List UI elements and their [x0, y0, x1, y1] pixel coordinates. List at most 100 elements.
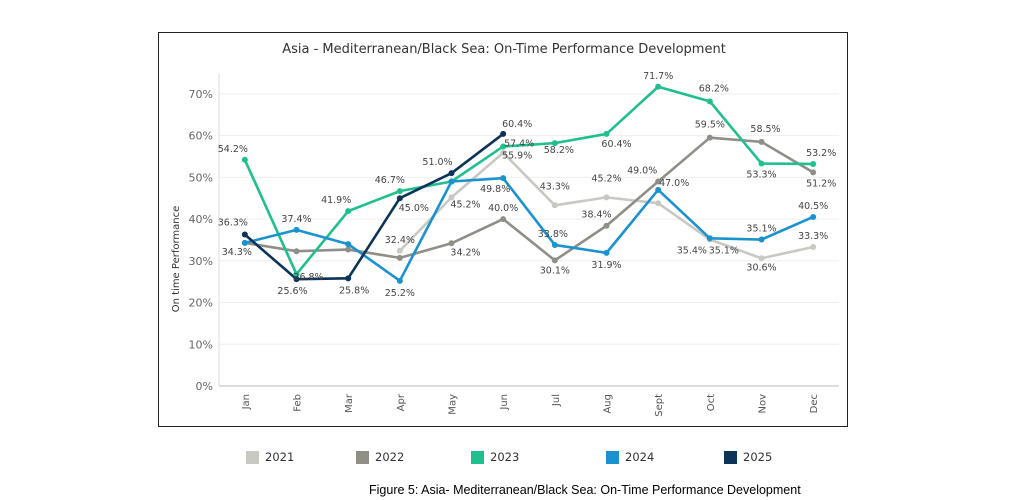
x-tick-label: Jan [241, 394, 252, 410]
data-point-2024 [345, 241, 352, 248]
y-tick-label: 10% [189, 338, 213, 351]
data-point-2025 [241, 231, 248, 238]
data-point-2023 [603, 130, 610, 137]
data-point-2022 [551, 257, 558, 264]
legend-swatch [606, 450, 619, 464]
data-labels: 32.4% 45.2% 55.9% 43.3% 45.2% 35.1% 30.6% 33.3%… [218, 71, 837, 299]
data-label-2023: 68.2% [699, 83, 729, 94]
data-point-2024 [500, 175, 507, 182]
legend-label: 2021 [265, 450, 295, 464]
data-point-2021 [500, 149, 507, 156]
data-label-2022: 51.2% [806, 178, 836, 189]
data-point-2022 [655, 178, 662, 185]
data-point-2022 [603, 222, 610, 229]
legend-item-2023: 2023 [471, 448, 519, 466]
data-label-2022: 34.3% [222, 247, 252, 258]
data-point-2022 [706, 134, 713, 141]
data-point-2021 [448, 194, 455, 201]
data-label-2024: 49.8% [480, 184, 510, 195]
data-label-2024: 25.2% [385, 288, 415, 299]
legend-label: 2024 [625, 450, 655, 464]
legend-item-2022: 2022 [356, 448, 404, 466]
data-label-2021: 45.2% [450, 199, 480, 210]
y-tick-label: 30% [189, 255, 213, 268]
x-tick-label: Jun [499, 394, 510, 411]
legend-swatch [246, 450, 259, 464]
legend-label: 2023 [490, 450, 520, 464]
legend-swatch [724, 450, 737, 464]
y-tick-label: 50% [189, 171, 213, 184]
x-tick-label: Aug [603, 394, 614, 414]
data-point-2025 [500, 130, 507, 137]
data-point-2023 [551, 140, 558, 147]
data-label-2025: 51.0% [422, 157, 452, 168]
data-point-2023 [396, 188, 403, 195]
data-label-2024: 47.0% [659, 178, 689, 189]
series-line-2023 [243, 85, 814, 276]
data-point-2023 [293, 271, 300, 278]
data-label-2023: 54.2% [218, 144, 248, 155]
series-points [241, 83, 817, 284]
data-point-2024 [396, 277, 403, 284]
line-chart: Asia - Mediterranean/Black Sea: On-Time … [171, 42, 839, 417]
data-label-2023: 58.2% [544, 145, 574, 156]
data-label-2025: 60.4% [502, 119, 532, 130]
data-label-2023: 60.4% [601, 139, 631, 150]
data-label-2022: 40.0% [488, 203, 518, 214]
data-point-2022 [448, 240, 455, 247]
legend-swatch [356, 450, 369, 464]
legend-item-2024: 2024 [606, 448, 654, 466]
x-tick-label: Sept [654, 394, 665, 417]
data-point-2021 [758, 255, 765, 262]
series-lines [243, 85, 814, 283]
data-label-2024: 35.4% [677, 245, 707, 256]
data-point-2023 [758, 160, 765, 167]
data-point-2024 [551, 241, 558, 248]
data-label-2021: 32.4% [385, 235, 415, 246]
x-tick-label: Jul [551, 394, 562, 407]
data-label-2024: 37.4% [281, 214, 311, 225]
chart-frame: Asia - Mediterranean/Black Sea: On-Time … [158, 32, 848, 427]
series-line-2022 [244, 136, 814, 262]
data-point-2024 [293, 226, 300, 233]
data-point-2023 [655, 83, 662, 90]
data-point-2022 [758, 138, 765, 145]
data-point-2022 [345, 246, 352, 253]
x-tick-label: May [448, 394, 459, 415]
data-point-2023 [706, 98, 713, 105]
y-axis-label: On time Performance [171, 206, 182, 313]
y-tick-label: 20% [189, 297, 213, 310]
data-label-2023: 26.8% [293, 272, 323, 283]
data-point-2023 [345, 208, 352, 215]
data-label-2023: 41.9% [321, 195, 351, 206]
x-tick-label: Nov [758, 394, 769, 414]
data-label-2023: 46.7% [375, 175, 405, 186]
data-point-2024 [758, 236, 765, 243]
y-tick-labels: 0% 10% 20% 30% 40% 50% 60% 70% [189, 88, 213, 393]
data-point-2023 [810, 160, 817, 167]
data-label-2021: 33.3% [798, 231, 828, 242]
data-point-2021 [655, 200, 662, 207]
data-point-2025 [396, 195, 403, 202]
x-tick-labels: Jan Feb Mar Apr May Jun Jul Aug Sept Oct Nov Dec [241, 393, 820, 417]
x-tick-label: Oct [706, 394, 717, 411]
legend-label: 2025 [743, 450, 773, 464]
data-label-2023: 57.4% [504, 138, 534, 149]
legend: 2021 2022 2023 2024 2025 [246, 448, 806, 466]
data-label-2023: 71.7% [643, 71, 673, 82]
data-label-2021: 55.9% [502, 151, 532, 162]
data-label-2025: 45.0% [399, 203, 429, 214]
data-point-2022 [810, 169, 817, 176]
series-line-2025 [243, 132, 504, 281]
x-tick-label: Dec [809, 394, 820, 413]
legend-item-2025: 2025 [724, 448, 772, 466]
legend-label: 2022 [375, 450, 405, 464]
data-point-2023 [241, 156, 248, 163]
data-label-2022: 34.2% [450, 247, 480, 258]
data-point-2021 [551, 202, 558, 209]
data-label-2024: 35.1% [746, 224, 776, 235]
y-tick-label: 70% [189, 88, 213, 101]
y-tick-label: 60% [189, 130, 213, 143]
data-label-2023: 53.3% [746, 170, 776, 181]
data-label-2021: 35.1% [709, 246, 739, 257]
